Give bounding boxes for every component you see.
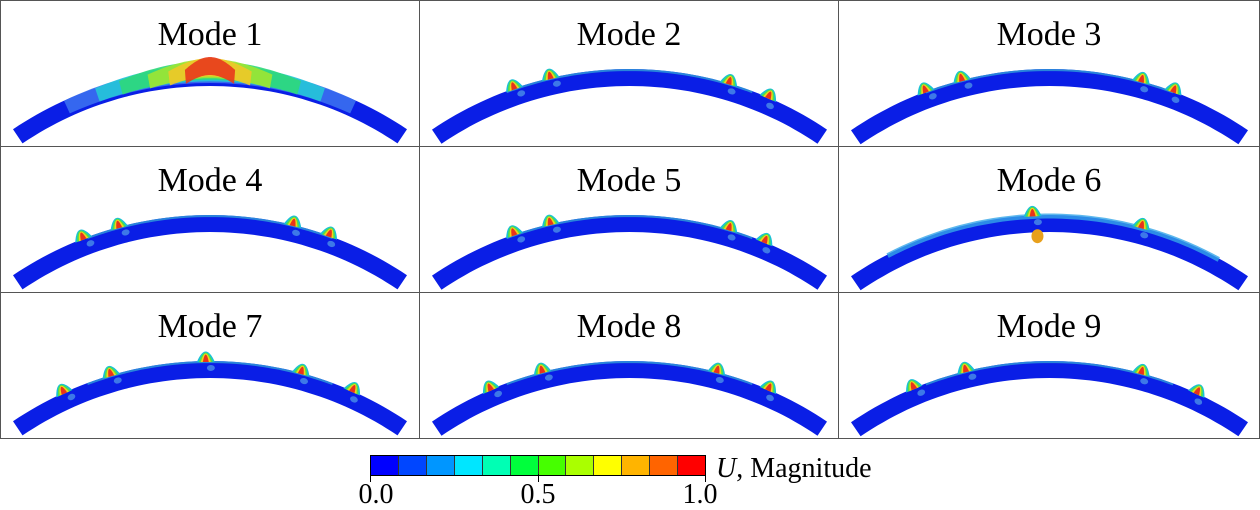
local-buckle — [56, 383, 76, 401]
displacement-contour — [184, 57, 236, 84]
ring-band — [851, 361, 1248, 437]
deformed-ring-segment — [13, 214, 407, 290]
local-buckle — [482, 380, 503, 398]
colorbar-swatch-5 — [510, 456, 539, 475]
mode-shape-grid: Mode 1 Mode 2 Mode 3 Mode 4 Mode 5 Mode 6 Mode… — [0, 0, 1260, 439]
colorbar-swatch-3 — [454, 456, 483, 475]
local-buckle — [75, 229, 95, 247]
panel-title: Mode 4 — [157, 162, 263, 199]
legend-variable: U — [716, 453, 737, 484]
colorbar-swatch-11 — [678, 456, 706, 475]
local-buckle — [1164, 82, 1182, 103]
deformed-ring-segment — [432, 214, 827, 290]
panel-mode-7: Mode 7 — [1, 292, 419, 438]
local-buckle — [905, 379, 926, 396]
local-buckle — [533, 362, 553, 381]
local-buckle — [343, 382, 361, 403]
colorbar-tick-1 — [538, 474, 539, 482]
deformed-ring-segment — [851, 68, 1248, 145]
center-dip-mark — [1031, 229, 1044, 244]
colorbar-tick-0 — [370, 474, 371, 482]
local-buckle — [541, 68, 561, 87]
panel-title: Mode 9 — [996, 308, 1102, 345]
local-buckle — [1132, 364, 1150, 385]
panel-mode-6: Mode 6 — [838, 146, 1259, 292]
legend-title: U, Magnitude — [716, 453, 872, 485]
colorbar-swatch-0 — [371, 456, 399, 475]
local-buckle — [1132, 72, 1150, 93]
ring-band — [851, 215, 1248, 291]
panel-title: Mode 1 — [157, 16, 263, 53]
local-buckle — [1132, 218, 1150, 239]
panel-mode-8: Mode 8 — [419, 292, 838, 438]
colorbar-swatch-6 — [538, 456, 567, 475]
local-buckle — [110, 217, 130, 236]
deformed-ring-segment — [13, 351, 407, 436]
colorbar-swatch-2 — [426, 456, 455, 475]
surface-contour — [87, 360, 333, 386]
local-buckle — [1023, 205, 1042, 226]
local-buckle — [719, 74, 738, 95]
panel-title: Mode 3 — [996, 16, 1102, 53]
ring-band — [13, 361, 407, 436]
panel-mode-2: Mode 2 — [419, 1, 838, 146]
local-buckle — [707, 362, 726, 384]
deformed-ring-segment — [851, 205, 1248, 291]
surface-contour — [886, 213, 1220, 262]
colorbar-tick-label-max: 1.0 — [682, 479, 718, 510]
local-buckle — [759, 88, 777, 110]
legend-label: , Magnitude — [736, 453, 872, 484]
ring-band — [851, 69, 1248, 145]
local-buckle — [759, 380, 777, 402]
colorbar — [370, 455, 706, 476]
deformed-ring-segment — [851, 360, 1248, 437]
local-buckle — [506, 79, 526, 97]
colorbar-swatch-10 — [650, 456, 679, 475]
ring-band — [432, 69, 827, 144]
local-buckle — [541, 214, 561, 233]
deformed-ring-segment — [432, 360, 827, 436]
colorbar-swatch-9 — [622, 456, 651, 475]
local-buckle — [755, 232, 773, 254]
ring-band — [432, 361, 827, 436]
deformed-ring-segment — [432, 68, 827, 144]
local-buckle — [1188, 384, 1205, 405]
local-buckle — [957, 361, 977, 380]
panel-title: Mode 8 — [576, 308, 682, 345]
local-buckle — [283, 215, 302, 236]
panel-title: Mode 6 — [996, 162, 1102, 199]
panel-title: Mode 7 — [157, 308, 263, 345]
ring-band — [432, 215, 827, 290]
color-legend: 0.0 0.5 1.0 U, Magnitude — [0, 440, 1260, 510]
panel-mode-9: Mode 9 — [838, 292, 1259, 438]
local-buckle — [917, 82, 937, 100]
local-buckle — [953, 70, 973, 89]
local-buckle — [102, 366, 122, 384]
panel-mode-5: Mode 5 — [419, 146, 838, 292]
panel-mode-1: Mode 1 — [1, 1, 419, 146]
panel-mode-3: Mode 3 — [838, 1, 1259, 146]
colorbar-tick-label-mid: 0.5 — [520, 479, 556, 510]
panel-title: Mode 5 — [576, 162, 682, 199]
colorbar-swatch-8 — [594, 456, 623, 475]
ring-band — [13, 215, 407, 290]
colorbar-swatch-1 — [398, 456, 427, 475]
local-buckle — [196, 351, 215, 371]
colorbar-tick-2 — [705, 474, 706, 482]
local-buckle — [320, 226, 338, 248]
colorbar-tick-label-min: 0.0 — [358, 479, 394, 510]
surface-contour — [87, 214, 333, 240]
deformed-ring-segment — [13, 57, 407, 144]
panel-title: Mode 2 — [576, 16, 682, 53]
local-buckle — [719, 220, 738, 241]
local-buckle — [506, 225, 526, 243]
colorbar-swatch-7 — [566, 456, 595, 475]
local-buckle — [292, 363, 310, 385]
panel-mode-4: Mode 4 — [1, 146, 419, 292]
colorbar-swatch-4 — [482, 456, 511, 475]
